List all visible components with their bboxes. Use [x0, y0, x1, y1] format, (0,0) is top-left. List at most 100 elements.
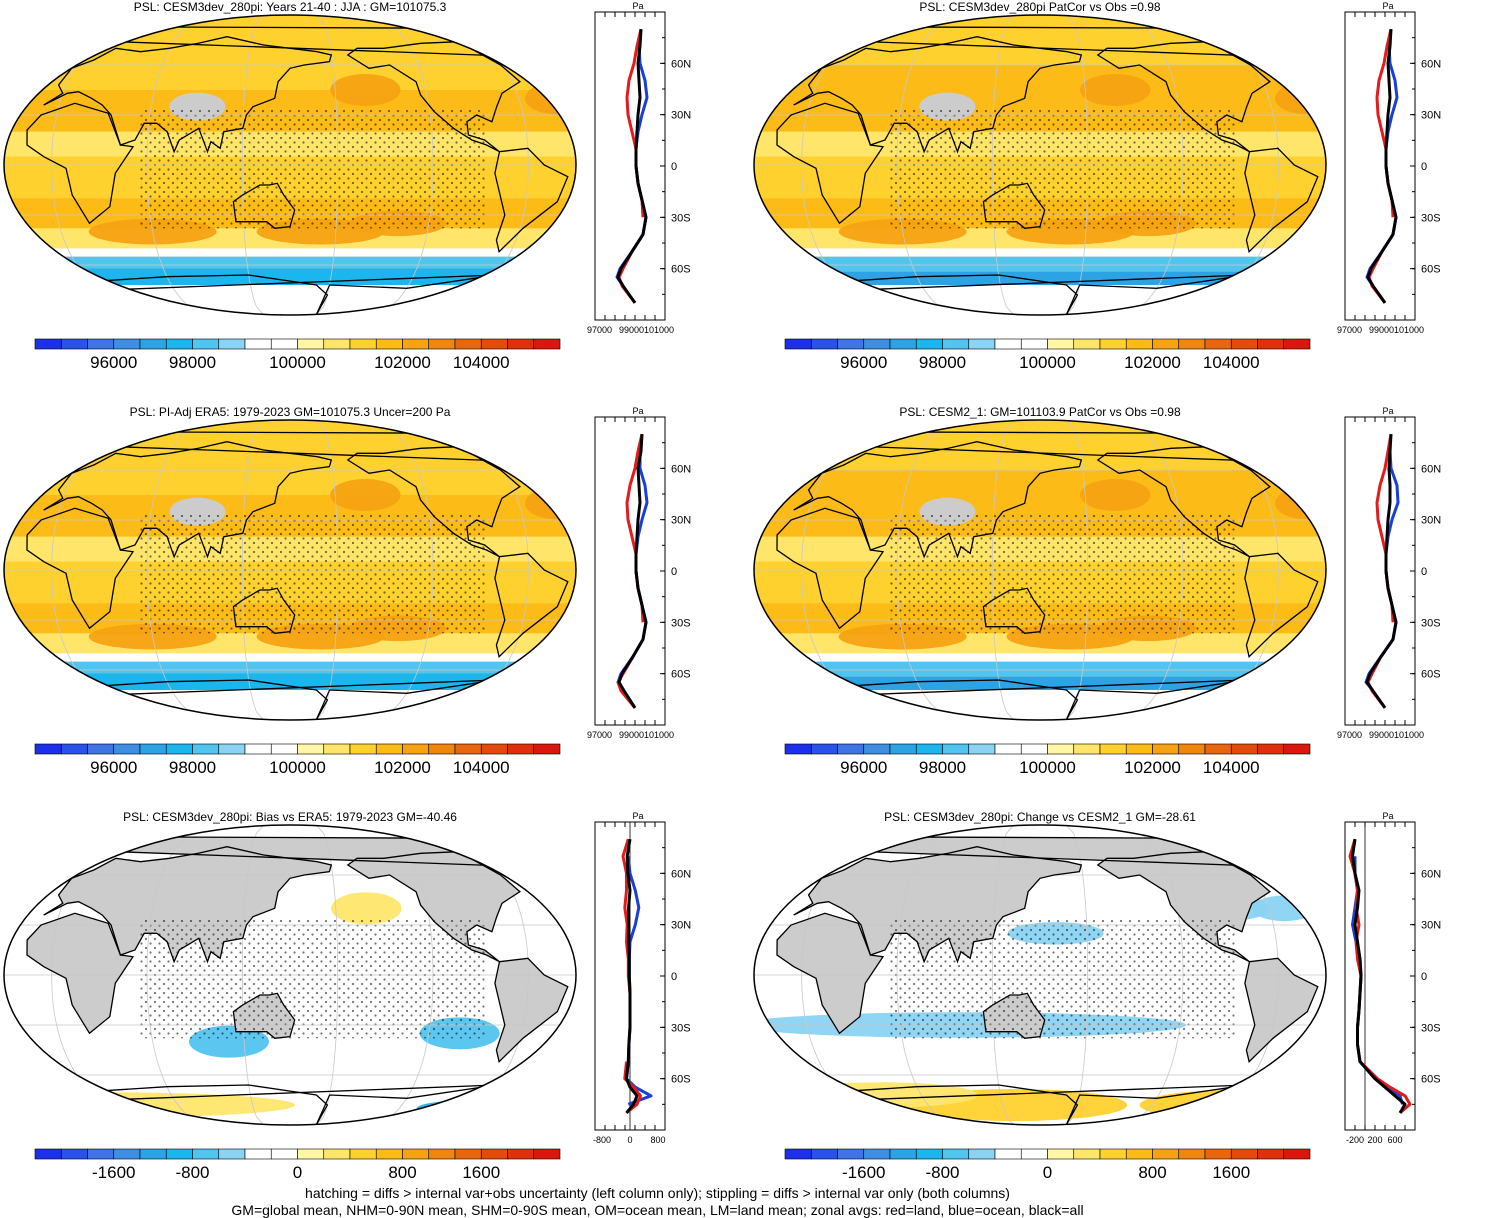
colorbar-swatch [1047, 338, 1075, 350]
zonal-unit-label: Pa [1382, 406, 1393, 416]
field-band [4, 248, 576, 257]
zonal-ytick-label: 60N [671, 868, 691, 880]
colorbar-swatch [784, 338, 812, 350]
map-title: PSL: CESM3dev_280pi: Bias vs ERA5: 1979-… [123, 810, 457, 824]
colorbar-label: 102000 [1124, 758, 1181, 777]
colorbar-swatch [863, 338, 891, 350]
coastline-south-america [1244, 147, 1319, 253]
colorbar-swatch [244, 338, 272, 350]
graticule-meridian [241, 420, 265, 720]
colorbar-label: 104000 [453, 758, 510, 777]
zonal-xtick-label: 97000 [1337, 325, 1362, 335]
field-band [754, 271, 1326, 285]
colorbar-swatch [60, 743, 88, 755]
colorbar-swatch [994, 338, 1022, 350]
colorbar-swatch [1125, 743, 1153, 755]
field-band [4, 653, 576, 662]
field-band [4, 268, 576, 285]
colorbar-swatch [1020, 1148, 1048, 1160]
colorbar-label: -1600 [92, 1163, 135, 1182]
colorbar-swatch [994, 743, 1022, 755]
graticule-meridian [991, 825, 1015, 1125]
zonal-ytick-label: 0 [1421, 161, 1427, 173]
colorbar-label: -800 [175, 1163, 209, 1182]
colorbar-swatch [113, 743, 141, 755]
colorbar-swatch [1204, 1148, 1232, 1160]
colorbar-label: 96000 [840, 758, 887, 777]
colorbar-swatch [942, 338, 970, 350]
colorbar-swatch [1020, 338, 1048, 350]
colorbar-swatch [1204, 743, 1232, 755]
colorbar-swatch [270, 1148, 298, 1160]
field-band [4, 673, 576, 690]
colorbar-swatch [480, 743, 508, 755]
colorbar-swatch [192, 1148, 220, 1160]
graticule-meridian [1118, 15, 1184, 315]
colorbar-swatch [402, 743, 430, 755]
colorbar-label: 102000 [374, 758, 431, 777]
colorbar-swatch [889, 743, 917, 755]
colorbar-swatch [810, 743, 838, 755]
graticule-meridian [896, 420, 962, 720]
colorbar-swatch [297, 338, 325, 350]
zonal-ytick-label: 60N [1421, 868, 1441, 880]
colorbar-swatch [1152, 1148, 1180, 1160]
coastline-australia [232, 182, 296, 229]
colorbar-label: 1600 [462, 1163, 500, 1182]
zonal-ytick-label: 60N [1421, 58, 1441, 70]
colorbar-swatch [60, 1148, 88, 1160]
zonal-unit-label: Pa [632, 1, 643, 11]
zonal-ytick-label: 30S [671, 1022, 691, 1034]
colorbar: 96000 98000 100000 102000 104000 [784, 338, 1311, 372]
colorbar-swatch [34, 338, 62, 350]
land-mask-south-america [494, 958, 568, 1062]
graticule-meridian [368, 825, 434, 1125]
field-band [4, 690, 576, 720]
colorbar-swatch [270, 338, 298, 350]
zonal-ytick-label: 30N [1421, 515, 1441, 527]
colorbar-swatch [87, 1148, 115, 1160]
footer-line-1: hatching = diffs > internal var+obs unce… [305, 1185, 1010, 1201]
panel-top-right: PSL: CESM3dev_280pi PatCor vs Obs =0.98 … [750, 0, 1485, 405]
colorbar-swatch [428, 743, 456, 755]
field-band [754, 15, 1326, 65]
zonal-xtick-label: 600 [1387, 1135, 1402, 1145]
zonal-ytick-label: 60S [671, 1074, 691, 1086]
colorbar-swatch [533, 338, 561, 350]
zonal-ytick-label: 0 [671, 971, 677, 983]
colorbar-swatch [349, 743, 377, 755]
map-title: PSL: CESM3dev_280pi: Change vs CESM2_1 G… [884, 810, 1196, 824]
colorbar-swatch [1257, 1148, 1285, 1160]
anomaly-region [1080, 74, 1151, 106]
coastline-australia [982, 587, 1046, 634]
graticule-meridian [368, 420, 434, 720]
graticule-meridian [315, 825, 339, 1125]
map-title: PSL: CESM3dev_280pi: Years 21-40 : JJA :… [133, 0, 447, 14]
colorbar-swatch [507, 338, 535, 350]
graticule-meridian [315, 15, 339, 315]
graticule-meridian [1065, 15, 1089, 315]
field-band [4, 420, 576, 470]
coastline-eurasia [43, 441, 333, 559]
anomaly-region [416, 1098, 576, 1118]
coastline-south-america [1244, 552, 1319, 658]
psl-map [3, 824, 577, 1126]
colorbar-swatch [915, 743, 943, 755]
colorbar-swatch [428, 1148, 456, 1160]
zonal-mean-plot: Pa 60N 30N 0 30S 60S 97000 99000101000 [1337, 406, 1441, 740]
land-mask-north-america [1097, 851, 1270, 962]
psl-map [753, 824, 1327, 1126]
colorbar-swatch [1230, 1148, 1258, 1160]
colorbar: 96000 98000 100000 102000 104000 [34, 743, 561, 777]
psl-map [3, 419, 577, 721]
map-frame [753, 14, 1327, 316]
map-title: PSL: CESM2_1: GM=101103.9 PatCor vs Obs … [899, 405, 1181, 419]
map-title: PSL: CESM3dev_280pi PatCor vs Obs =0.98 [919, 0, 1161, 14]
zonal-ytick-label: 60S [1421, 669, 1441, 681]
colorbar-swatch [1178, 338, 1206, 350]
colorbar-swatch [454, 338, 482, 350]
zonal-unit-label: Pa [632, 406, 643, 416]
field-band [4, 256, 576, 269]
colorbar-swatch [428, 338, 456, 350]
colorbar-swatch [1020, 743, 1048, 755]
